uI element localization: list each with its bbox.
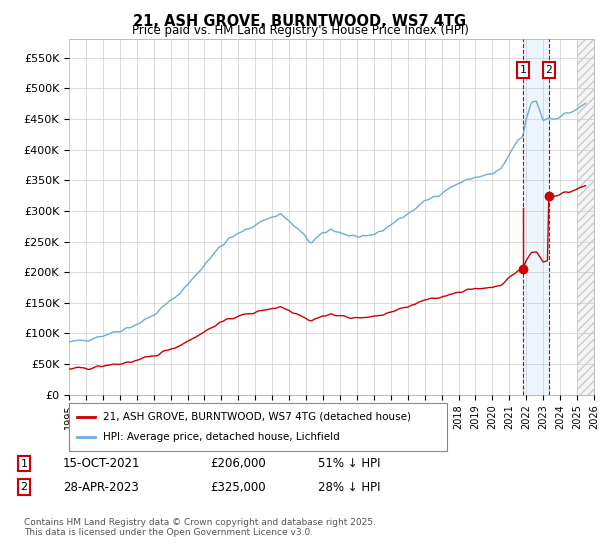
Text: 21, ASH GROVE, BURNTWOOD, WS7 4TG (detached house): 21, ASH GROVE, BURNTWOOD, WS7 4TG (detac… [103,412,411,422]
Bar [523,39,549,395]
Text: Contains HM Land Registry data © Crown copyright and database right 2025.
This d: Contains HM Land Registry data © Crown c… [24,518,376,537]
Text: £325,000: £325,000 [210,480,266,494]
Text: 15-OCT-2021: 15-OCT-2021 [63,457,140,470]
Text: 21, ASH GROVE, BURNTWOOD, WS7 4TG: 21, ASH GROVE, BURNTWOOD, WS7 4TG [133,14,467,29]
Text: 51% ↓ HPI: 51% ↓ HPI [318,457,380,470]
Text: £206,000: £206,000 [210,457,266,470]
Text: 28-APR-2023: 28-APR-2023 [63,480,139,494]
Text: 28% ↓ HPI: 28% ↓ HPI [318,480,380,494]
Text: 2: 2 [545,65,552,75]
Text: 1: 1 [20,459,28,469]
Text: Price paid vs. HM Land Registry's House Price Index (HPI): Price paid vs. HM Land Registry's House … [131,24,469,37]
Text: HPI: Average price, detached house, Lichfield: HPI: Average price, detached house, Lich… [103,432,340,442]
Text: 2: 2 [20,482,28,492]
Text: 1: 1 [520,65,526,75]
